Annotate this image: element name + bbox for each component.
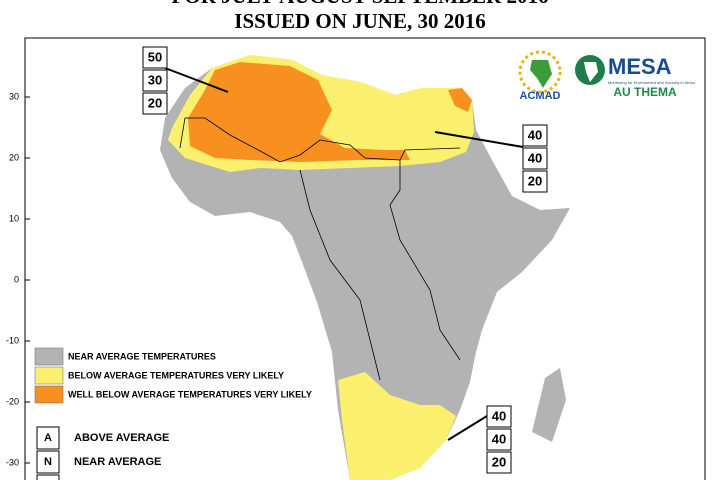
probability-value: 40 bbox=[492, 431, 506, 446]
acmad-logo: ACMAD bbox=[518, 50, 562, 102]
latitude-label: 20 bbox=[9, 152, 19, 162]
latitude-label: 0 bbox=[14, 274, 19, 284]
probability-boxes: 50 30 20 40 40 20 40 40 20 bbox=[142, 46, 548, 474]
well-below-area bbox=[188, 62, 410, 162]
key-letter: N bbox=[44, 456, 52, 468]
probability-value: 40 bbox=[528, 150, 542, 165]
probability-cell bbox=[486, 428, 512, 451]
key-label: NEAR AVERAGE bbox=[74, 456, 161, 468]
title: FOR JULY-AUGUST-SEPTEMBER 2016 bbox=[172, 0, 549, 8]
well-below-area bbox=[448, 88, 472, 112]
probability-value: 20 bbox=[492, 454, 506, 469]
latitude-label: -30 bbox=[6, 457, 19, 467]
probability-cell bbox=[522, 124, 548, 147]
below-average-area bbox=[338, 372, 456, 480]
legend: NEAR AVERAGE TEMPERATURES BELOW AVERAGE T… bbox=[34, 347, 312, 404]
madagascar bbox=[532, 368, 566, 442]
logo-subtitle: Monitoring for Environment and Security … bbox=[608, 80, 695, 85]
latitude-label: -20 bbox=[6, 396, 19, 406]
category-key: A ABOVE AVERAGE N NEAR AVERAGE bbox=[36, 426, 169, 474]
probability-cell bbox=[142, 46, 168, 69]
probability-cell bbox=[142, 92, 168, 115]
probability-value: 20 bbox=[528, 173, 542, 188]
key-letter: A bbox=[44, 432, 52, 444]
legend-swatch bbox=[34, 385, 64, 404]
probability-cell bbox=[142, 69, 168, 92]
probability-value: 20 bbox=[148, 95, 162, 110]
probability-cell bbox=[522, 147, 548, 170]
mesa-logo: MESA Monitoring for Environment and Secu… bbox=[575, 54, 695, 99]
latitude-label: 30 bbox=[9, 91, 19, 101]
latitude-labels: 30 20 10 0 -10 -20 -30 bbox=[6, 91, 30, 467]
probability-cell bbox=[486, 405, 512, 428]
pointer-arrows bbox=[164, 67, 524, 441]
key-box bbox=[36, 426, 60, 450]
legend-label: WELL BELOW AVERAGE TEMPERATURES VERY LIK… bbox=[68, 389, 312, 399]
latitude-label: 10 bbox=[9, 213, 19, 223]
legend-swatch bbox=[34, 366, 64, 385]
latitude-label: -10 bbox=[6, 335, 19, 345]
logo-text: AU THEMA bbox=[613, 85, 677, 99]
key-box bbox=[36, 450, 60, 474]
key-box bbox=[36, 474, 60, 480]
legend-swatch bbox=[34, 347, 64, 366]
legend-label: BELOW AVERAGE TEMPERATURES VERY LIKELY bbox=[68, 370, 284, 380]
probability-cell bbox=[522, 170, 548, 193]
legend-label: NEAR AVERAGE TEMPERATURES bbox=[68, 351, 216, 361]
logo-text: MESA bbox=[608, 54, 672, 79]
probability-value: 40 bbox=[528, 127, 542, 142]
probability-value: 50 bbox=[148, 49, 162, 64]
probability-value: 30 bbox=[148, 72, 162, 87]
probability-value: 40 bbox=[492, 408, 506, 423]
logo-text: ACMAD bbox=[520, 90, 561, 102]
key-label: ABOVE AVERAGE bbox=[74, 432, 169, 444]
probability-cell bbox=[486, 451, 512, 474]
title: ISSUED ON JUNE, 30 2016 bbox=[234, 9, 485, 33]
borders bbox=[179, 117, 461, 381]
